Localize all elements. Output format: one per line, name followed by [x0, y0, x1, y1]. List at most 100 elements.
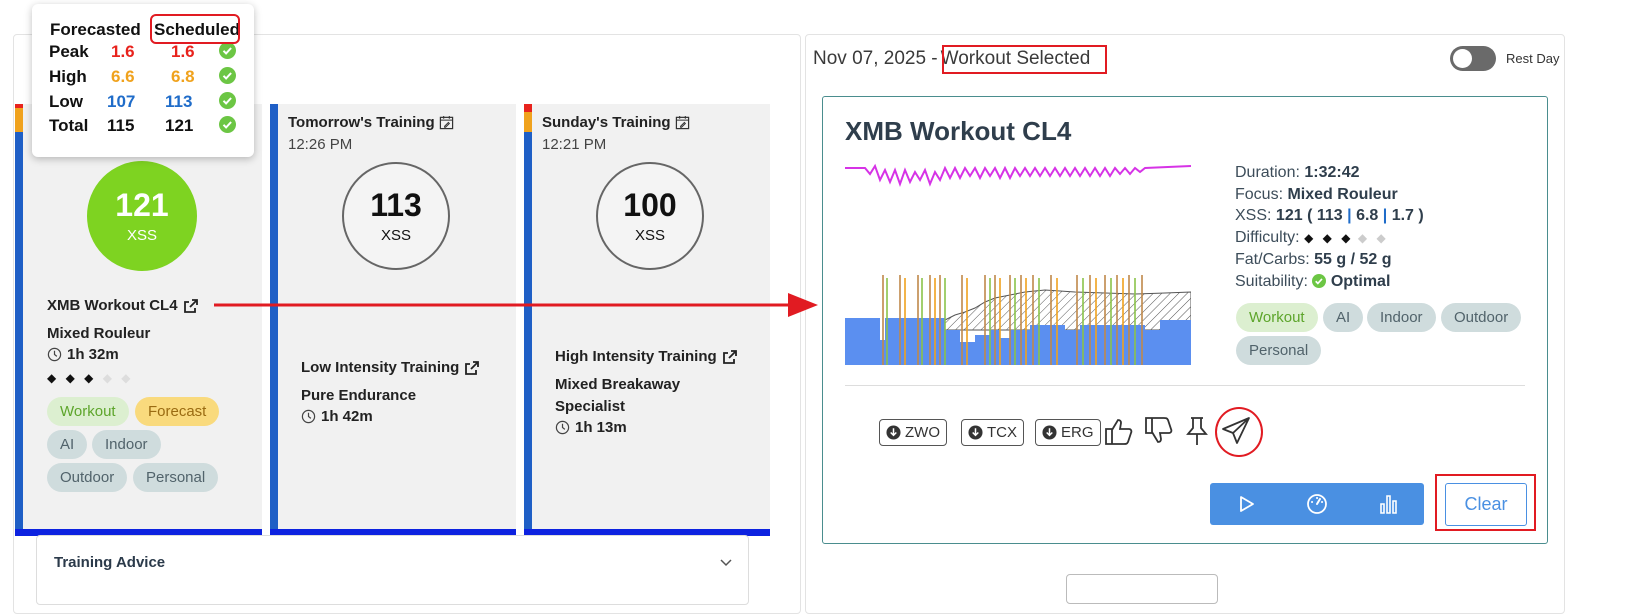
- tag-workout[interactable]: Workout: [47, 397, 129, 426]
- duration-value: 1:32:42: [1304, 164, 1360, 181]
- download-icon: [968, 425, 983, 440]
- download-icon: [886, 425, 901, 440]
- rest-day-toggle[interactable]: [1450, 46, 1496, 71]
- download-erg-button[interactable]: ERG: [1035, 419, 1101, 446]
- row-label-peak: Peak: [49, 42, 89, 61]
- workout-name: XMB Workout CL4: [47, 297, 178, 314]
- calendar-edit-icon[interactable]: [439, 115, 454, 130]
- today-duration: 1h 32m: [47, 346, 119, 363]
- difficulty-row: Difficulty: ◆ ◆ ◆ ◆ ◆: [1235, 229, 1389, 247]
- suitability-row: Suitability: Optimal: [1235, 273, 1390, 291]
- difficulty-on: ◆ ◆ ◆: [1304, 231, 1354, 245]
- chevron-down-icon[interactable]: [718, 554, 734, 570]
- gauge-button[interactable]: [1281, 483, 1352, 525]
- sunday-time: 12:21 PM: [542, 136, 607, 153]
- sunday-workout-link[interactable]: High Intensity Training: [555, 348, 738, 365]
- thumbs-down-icon[interactable]: [1143, 415, 1175, 447]
- card-bottom-bar: [524, 529, 770, 536]
- xss-value: 121: [115, 186, 169, 223]
- intensity-low-segment: [15, 132, 23, 536]
- thumbs-up-icon[interactable]: [1103, 415, 1135, 447]
- tomorrow-duration: 1h 42m: [301, 408, 373, 425]
- low-forecasted: 107: [107, 92, 136, 111]
- card-title-text: Tomorrow's Training: [288, 114, 435, 131]
- tag-workout[interactable]: Workout: [1236, 303, 1318, 332]
- suitability-label: Suitability:: [1235, 273, 1308, 290]
- analysis-button[interactable]: [1352, 483, 1423, 525]
- sunday-duration: 1h 13m: [555, 419, 627, 436]
- duration-label: Duration:: [1235, 164, 1300, 181]
- xss-value: 113: [370, 186, 422, 223]
- download-zwo-button[interactable]: ZWO: [879, 419, 947, 446]
- xss-comparison-popup: Forecasted Scheduled Peak 1.6 1.6 High 6…: [32, 4, 254, 157]
- tag-ai[interactable]: AI: [1323, 303, 1364, 332]
- download-tcx-button[interactable]: TCX: [961, 419, 1024, 446]
- pin-icon[interactable]: [1183, 415, 1211, 447]
- difficulty-label: Difficulty:: [1235, 229, 1300, 246]
- tag-personal[interactable]: Personal: [1236, 336, 1322, 365]
- tag-indoor[interactable]: Indoor: [92, 430, 161, 459]
- download-label: TCX: [987, 424, 1017, 441]
- clear-button[interactable]: Clear: [1445, 483, 1527, 526]
- forecasted-header: Forecasted: [50, 20, 141, 39]
- peak-forecasted: 1.6: [111, 42, 135, 61]
- bar-chart-icon: [1379, 495, 1397, 514]
- send-highlight: [1215, 407, 1263, 457]
- difficulty-off: ◆ ◆: [1357, 231, 1389, 245]
- focus-value: Mixed Rouleur: [1287, 186, 1398, 203]
- today-workout-link[interactable]: XMB Workout CL4: [47, 297, 199, 314]
- row-label-total: Total: [49, 116, 89, 135]
- check-circle-icon: [219, 67, 236, 84]
- duration-row: Duration: 1:32:42: [1235, 164, 1360, 182]
- duration-text: 1h 42m: [321, 408, 373, 425]
- total-forecasted: 115: [107, 116, 135, 135]
- clock-icon: [555, 420, 570, 435]
- tag-indoor[interactable]: Indoor: [1367, 303, 1436, 332]
- rest-day-label: Rest Day: [1506, 51, 1560, 66]
- xss-label: XSS: [634, 226, 665, 244]
- clock-icon: [47, 347, 62, 362]
- play-icon: [1239, 496, 1254, 512]
- interval-spikes: [882, 275, 1143, 365]
- annotation-arrow: [214, 293, 818, 317]
- difficulty-off: ◆ ◆: [102, 371, 134, 385]
- workout-name: High Intensity Training: [555, 348, 717, 365]
- fatcarbs-row: Fat/Carbs: 55 g / 52 g: [1235, 251, 1392, 269]
- total-scheduled: 121: [165, 116, 194, 135]
- difficulty-on: ◆ ◆ ◆: [47, 371, 97, 385]
- tag-outdoor[interactable]: Outdoor: [47, 463, 128, 492]
- peak-scheduled: 1.6: [171, 42, 195, 61]
- play-button[interactable]: [1210, 483, 1281, 525]
- focus-row: Focus: Mixed Rouleur: [1235, 186, 1398, 204]
- terrain-hatch: [944, 289, 1191, 331]
- tomorrow-focus: Pure Endurance: [301, 387, 417, 404]
- tomorrow-workout-link[interactable]: Low Intensity Training: [301, 359, 480, 376]
- calendar-edit-icon[interactable]: [675, 115, 690, 130]
- intensity-high-segment: [15, 108, 23, 132]
- tag-personal[interactable]: Personal: [133, 463, 219, 492]
- workout-name: Low Intensity Training: [301, 359, 460, 376]
- tag-forecast[interactable]: Forecast: [135, 397, 220, 426]
- tag-ai[interactable]: AI: [47, 430, 88, 459]
- training-advice-panel[interactable]: Training Advice: [36, 535, 749, 605]
- check-circle-icon: [219, 42, 236, 59]
- training-advice-title: Training Advice: [54, 554, 166, 571]
- selection-status: Workout Selected: [940, 48, 1091, 69]
- gauge-icon: [1306, 494, 1327, 514]
- tag-outdoor[interactable]: Outdoor: [1441, 303, 1522, 332]
- sunday-xss-circle: 100 XSS: [596, 162, 704, 270]
- focus-label: Focus:: [1235, 186, 1284, 203]
- download-label: ZWO: [905, 424, 940, 441]
- fatcarbs-value: 55 g / 52 g: [1314, 251, 1392, 268]
- tomorrow-time: 12:26 PM: [288, 136, 353, 153]
- suitability-value: Optimal: [1330, 273, 1391, 290]
- intensity-low-segment: [524, 132, 532, 536]
- row-label-high: High: [49, 67, 87, 86]
- check-circle-icon: [219, 92, 236, 109]
- today-xss-circle: 121 XSS: [87, 161, 197, 271]
- external-link-icon: [722, 349, 737, 364]
- status-highlight: [942, 45, 1107, 74]
- external-link-icon: [183, 298, 198, 313]
- focus-line: Specialist: [555, 398, 626, 415]
- workout-action-bar: [1210, 483, 1424, 525]
